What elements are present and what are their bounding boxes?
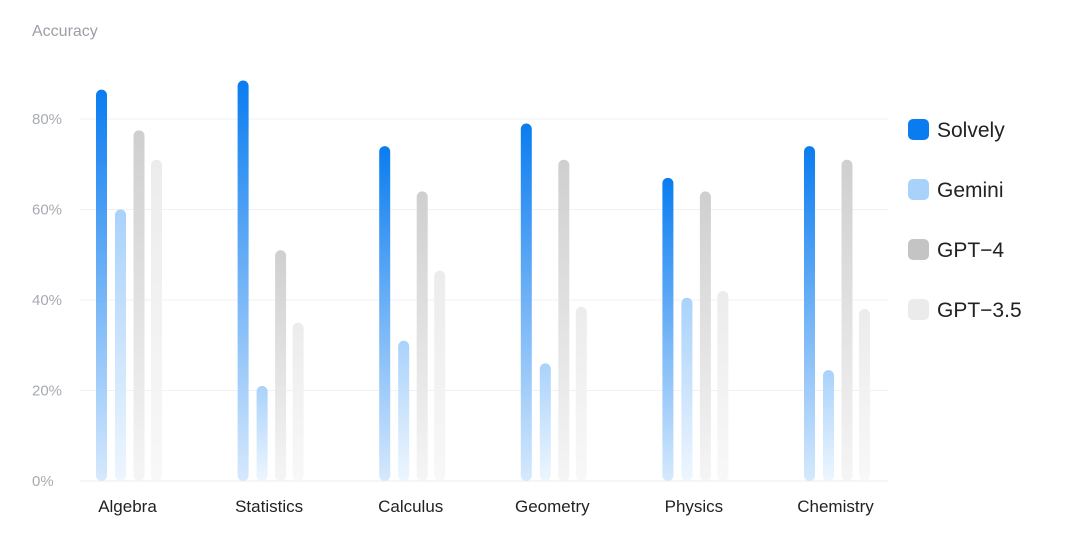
x-tick-label-statistics: Statistics [235,497,303,516]
bar-statistics-gpt-3-5 [292,322,304,481]
x-tick-label-chemistry: Chemistry [797,497,874,516]
x-tick-label-calculus: Calculus [378,497,443,516]
legend-label: GPT−4 [937,239,1004,262]
x-tick-label-physics: Physics [665,497,724,516]
bar-physics-solvely [662,177,674,481]
legend: Solvely Gemini GPT−4 GPT−3.5 [908,119,1022,322]
bar-algebra-gpt-4 [133,130,145,481]
bar-geometry-gpt-4 [558,159,570,481]
y-axis-title: Accuracy [32,23,98,40]
bar-chemistry-gpt-4 [841,159,853,481]
x-tick-label-geometry: Geometry [515,497,590,516]
x-tick-label-algebra: Algebra [98,497,157,516]
legend-swatch-gpt-3-5 [908,299,929,320]
bar-calculus-gpt-3-5 [434,270,446,481]
legend-swatch-gpt-4 [908,239,929,260]
y-tick-label: 40% [32,292,62,309]
bar-physics-gpt-3-5 [717,290,729,481]
bar-statistics-solvely [237,80,249,481]
bar-geometry-gpt-3-5 [575,306,587,481]
bar-chemistry-gemini [823,370,834,481]
legend-label: Solvely [937,119,1005,142]
x-axis-labels: Algebra Statistics Calculus Geometry Physics… [98,497,874,516]
y-tick-label: 0% [32,473,54,490]
bar-geometry-gemini [539,363,551,481]
bar-chemistry-solvely [804,146,815,481]
bar-physics-gemini [681,297,693,481]
bar-calculus-gpt-4 [416,191,428,481]
bar-algebra-gpt-3-5 [151,159,162,481]
y-tick-label: 20% [32,383,62,400]
legend-label: Gemini [937,179,1004,202]
bar-algebra-gemini [115,209,126,481]
bar-physics-gpt-4 [699,191,711,481]
legend-label: GPT−3.5 [937,299,1022,322]
y-tick-label: 80% [32,111,62,128]
legend-swatch-gemini [908,179,929,200]
bars-layer [96,80,870,482]
bar-algebra-solvely [96,89,107,482]
bar-calculus-gemini [398,340,410,481]
y-tick-label: 60% [32,202,62,219]
bar-chemistry-gpt-3-5 [859,309,870,481]
grid-layer: 0% 20% 40% 60% 80% [32,111,888,490]
bar-statistics-gemini [256,385,268,481]
bar-statistics-gpt-4 [275,250,287,481]
bar-geometry-solvely [520,123,532,482]
legend-swatch-solvely [908,119,929,140]
bar-calculus-solvely [379,146,391,481]
